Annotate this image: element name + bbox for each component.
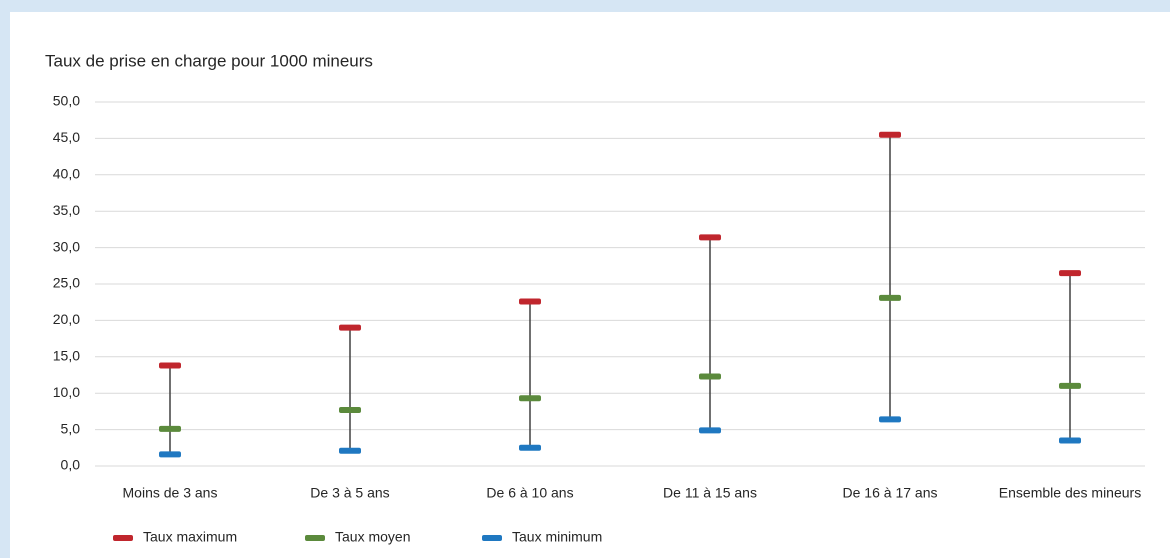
x-tick-label: Ensemble des mineurs [999, 485, 1141, 501]
y-tick-label: 40,0 [53, 166, 80, 182]
legend-swatch [113, 535, 133, 541]
y-tick-label: 45,0 [53, 129, 80, 145]
legend-swatch [482, 535, 502, 541]
legend-label: Taux moyen [335, 529, 410, 545]
legend-label: Taux minimum [512, 529, 602, 545]
range-marker [159, 362, 181, 369]
chart-title: Taux de prise en charge pour 1000 mineur… [45, 51, 373, 70]
range-marker [339, 406, 361, 413]
y-tick-label: 25,0 [53, 275, 80, 291]
legend-swatch [305, 535, 325, 541]
y-tick-label: 30,0 [53, 238, 80, 254]
x-tick-label: De 3 à 5 ans [310, 485, 389, 501]
y-tick-label: 0,0 [61, 457, 81, 473]
range-marker [879, 294, 901, 301]
range-marker [339, 447, 361, 454]
range-marker [699, 373, 721, 380]
range-marker [699, 234, 721, 241]
x-tick-label: De 11 à 15 ans [663, 485, 757, 501]
chart-panel [10, 12, 1170, 558]
y-tick-label: 50,0 [53, 93, 80, 109]
y-tick-label: 10,0 [53, 384, 80, 400]
range-marker [879, 131, 901, 138]
range-marker [159, 425, 181, 432]
y-tick-label: 35,0 [53, 202, 80, 218]
range-marker [519, 444, 541, 451]
x-tick-label: De 16 à 17 ans [843, 485, 938, 501]
y-tick-label: 15,0 [53, 348, 80, 364]
range-marker [1059, 270, 1081, 277]
y-tick-label: 5,0 [61, 420, 81, 436]
range-marker [879, 416, 901, 423]
range-marker [519, 298, 541, 305]
range-marker [339, 324, 361, 331]
x-tick-label: Moins de 3 ans [123, 485, 218, 501]
y-tick-label: 20,0 [53, 311, 80, 327]
legend-label: Taux maximum [143, 529, 237, 545]
x-tick-label: De 6 à 10 ans [486, 485, 573, 501]
range-marker [1059, 437, 1081, 444]
range-marker [699, 427, 721, 434]
range-marker [159, 451, 181, 458]
range-marker [1059, 382, 1081, 389]
range-marker [519, 395, 541, 402]
